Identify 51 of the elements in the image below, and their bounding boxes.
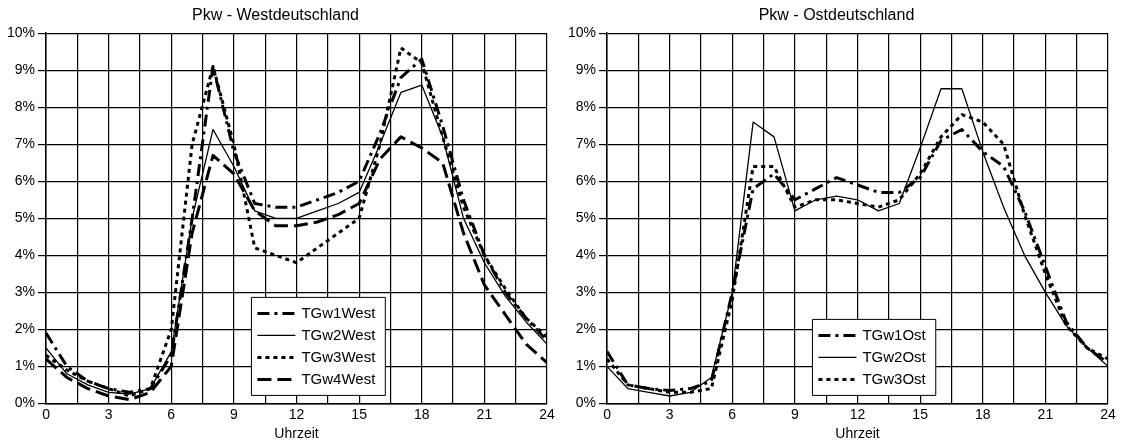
legend-label: TGw4West <box>301 369 377 387</box>
x-tick-label: 0 <box>42 405 51 422</box>
legend-label: TGw2Ost <box>862 347 927 365</box>
legend-label: TGw3Ost <box>862 369 927 387</box>
y-tick-label: 3% <box>575 283 597 300</box>
x-tick-label: 3 <box>104 405 113 422</box>
x-tick-label: 3 <box>665 405 674 422</box>
chart-title: Pkw - Westdeutschland <box>192 6 359 24</box>
y-tick-label: 8% <box>14 98 36 115</box>
x-tick-label: 15 <box>912 405 929 422</box>
x-tick-label: 9 <box>229 405 238 422</box>
x-tick-label: 9 <box>790 405 799 422</box>
legend-label: TGw1Ost <box>862 325 927 343</box>
y-tick-label: 2% <box>575 320 597 337</box>
y-tick-label: 0% <box>14 394 36 411</box>
y-tick-label: 2% <box>14 320 36 337</box>
x-tick-label: 18 <box>413 405 430 422</box>
legend-label: TGw1West <box>301 303 377 321</box>
x-axis-title: Uhrzeit <box>274 425 319 442</box>
x-tick-label: 6 <box>167 405 176 422</box>
x-tick-label: 15 <box>351 405 368 422</box>
x-tick-label: 6 <box>728 405 737 422</box>
y-tick-label: 4% <box>14 246 36 263</box>
y-tick-label: 8% <box>575 98 597 115</box>
x-axis-title: Uhrzeit <box>835 425 880 442</box>
y-tick-label: 9% <box>14 61 36 78</box>
y-tick-label: 3% <box>14 283 36 300</box>
legend-label: TGw2West <box>301 325 377 343</box>
y-tick-label: 6% <box>575 172 597 189</box>
y-tick-label: 6% <box>14 172 36 189</box>
y-tick-label: 10% <box>567 24 597 41</box>
x-tick-label: 21 <box>1037 405 1054 422</box>
y-tick-label: 10% <box>6 24 36 41</box>
x-tick-label: 24 <box>1100 405 1116 422</box>
y-tick-label: 5% <box>14 209 36 226</box>
y-tick-label: 4% <box>575 246 597 263</box>
x-tick-label: 12 <box>849 405 866 422</box>
y-tick-label: 5% <box>575 209 597 226</box>
x-tick-label: 0 <box>603 405 612 422</box>
legend-label: TGw3West <box>301 347 377 365</box>
x-tick-label: 24 <box>539 405 555 422</box>
x-tick-label: 18 <box>974 405 991 422</box>
y-tick-label: 7% <box>575 135 597 152</box>
y-tick-label: 9% <box>575 61 597 78</box>
y-tick-label: 7% <box>14 135 36 152</box>
x-tick-label: 21 <box>476 405 493 422</box>
y-tick-label: 1% <box>575 357 597 374</box>
x-tick-label: 12 <box>288 405 305 422</box>
y-tick-label: 1% <box>14 357 36 374</box>
y-tick-label: 0% <box>575 394 597 411</box>
chart-title: Pkw - Ostdeutschland <box>758 6 915 24</box>
